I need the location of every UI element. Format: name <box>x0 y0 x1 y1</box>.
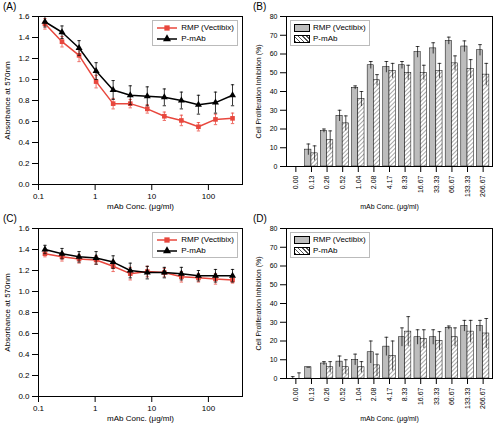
svg-text:0.2: 0.2 <box>18 371 30 380</box>
svg-text:40: 40 <box>270 300 278 307</box>
svg-text:30: 30 <box>270 318 278 325</box>
svg-text:50: 50 <box>270 281 278 288</box>
svg-text:70: 70 <box>270 243 278 250</box>
svg-text:1.6: 1.6 <box>18 224 30 233</box>
svg-text:0.8: 0.8 <box>18 308 30 317</box>
svg-text:266.67: 266.67 <box>479 387 486 409</box>
svg-text:1.4: 1.4 <box>18 33 30 42</box>
html-text:P-mAb: P-mAb <box>313 246 338 255</box>
html-text:P-mAb: P-mAb <box>313 34 338 43</box>
svg-text:Cell Proliferation Inhibition: Cell Proliferation Inhibition (%) <box>255 44 263 138</box>
svg-text:60: 60 <box>270 262 278 269</box>
svg-text:4.17: 4.17 <box>386 175 393 189</box>
svg-text:70: 70 <box>270 31 278 38</box>
svg-text:10: 10 <box>147 192 156 201</box>
svg-text:80: 80 <box>270 13 278 20</box>
svg-text:0.26: 0.26 <box>323 387 330 401</box>
svg-text:1.04: 1.04 <box>355 175 362 189</box>
svg-text:16.67: 16.67 <box>417 175 424 193</box>
html-text:P-mAb: P-mAb <box>181 34 206 43</box>
svg-text:10: 10 <box>270 356 278 363</box>
svg-text:33.33: 33.33 <box>433 175 440 193</box>
svg-text:2.08: 2.08 <box>370 387 377 401</box>
svg-text:0.52: 0.52 <box>339 387 346 401</box>
svg-text:2.08: 2.08 <box>370 175 377 189</box>
svg-text:1.6: 1.6 <box>18 12 30 21</box>
svg-text:20: 20 <box>270 337 278 344</box>
html-text:(C): (C) <box>3 213 17 224</box>
svg-text:266.67: 266.67 <box>479 175 486 197</box>
svg-text:0.1: 0.1 <box>33 192 45 201</box>
svg-text:10: 10 <box>270 144 278 151</box>
html-text:(D): (D) <box>253 213 267 224</box>
svg-text:0.00: 0.00 <box>292 387 299 401</box>
svg-text:0: 0 <box>274 163 278 170</box>
html-text:RMP (Vectibix): RMP (Vectibix) <box>313 235 366 244</box>
svg-text:80: 80 <box>270 225 278 232</box>
svg-text:50: 50 <box>270 69 278 76</box>
svg-text:0.26: 0.26 <box>323 175 330 189</box>
svg-text:Cell Proliferation Inhibition: Cell Proliferation Inhibition (%) <box>255 256 263 350</box>
svg-text:0: 0 <box>274 375 278 382</box>
svg-text:100: 100 <box>202 404 216 413</box>
svg-text:0.0: 0.0 <box>18 180 30 189</box>
html-text:RMP (Vectibix): RMP (Vectibix) <box>181 235 234 244</box>
html-text:RMP (Vectibix): RMP (Vectibix) <box>313 23 366 32</box>
svg-text:66.67: 66.67 <box>448 387 455 405</box>
svg-text:1.04: 1.04 <box>355 387 362 401</box>
svg-text:mAb Conc. (μg/ml): mAb Conc. (μg/ml) <box>107 414 174 423</box>
svg-text:0.8: 0.8 <box>18 96 30 105</box>
svg-text:100: 100 <box>202 192 216 201</box>
svg-text:0.4: 0.4 <box>18 138 30 147</box>
svg-text:10: 10 <box>147 404 156 413</box>
html-text:(B): (B) <box>253 1 267 12</box>
html-text:P-mAb: P-mAb <box>181 246 206 255</box>
svg-text:mAb Conc. (μg/ml): mAb Conc. (μg/ml) <box>360 415 419 423</box>
svg-text:8.33: 8.33 <box>401 175 408 189</box>
svg-text:1.2: 1.2 <box>18 266 30 275</box>
svg-text:1: 1 <box>93 404 98 413</box>
svg-text:1.0: 1.0 <box>18 287 30 296</box>
svg-text:0.52: 0.52 <box>339 175 346 189</box>
html-text:RMP (Vectibix): RMP (Vectibix) <box>181 23 234 32</box>
svg-text:1: 1 <box>93 192 98 201</box>
svg-text:4.17: 4.17 <box>386 387 393 401</box>
svg-text:133.33: 133.33 <box>464 175 471 197</box>
svg-text:mAb Conc. (μg/ml): mAb Conc. (μg/ml) <box>107 202 174 211</box>
svg-text:0.13: 0.13 <box>308 387 315 401</box>
svg-text:66.67: 66.67 <box>448 175 455 193</box>
svg-text:33.33: 33.33 <box>433 387 440 405</box>
svg-text:0.1: 0.1 <box>33 404 45 413</box>
svg-text:60: 60 <box>270 50 278 57</box>
svg-text:16.67: 16.67 <box>417 387 424 405</box>
svg-text:1.0: 1.0 <box>18 75 30 84</box>
svg-text:0.13: 0.13 <box>308 175 315 189</box>
svg-text:0.6: 0.6 <box>18 329 30 338</box>
svg-text:0.00: 0.00 <box>292 175 299 189</box>
svg-text:30: 30 <box>270 106 278 113</box>
svg-text:0.2: 0.2 <box>18 159 30 168</box>
svg-text:1.4: 1.4 <box>18 245 30 254</box>
svg-text:Absorbance at 570nm: Absorbance at 570nm <box>3 61 12 140</box>
svg-text:1.2: 1.2 <box>18 54 30 63</box>
svg-text:8.33: 8.33 <box>401 387 408 401</box>
svg-text:0.6: 0.6 <box>18 117 30 126</box>
svg-text:mAb Conc. (μg/ml): mAb Conc. (μg/ml) <box>360 203 419 211</box>
svg-text:0.0: 0.0 <box>18 392 30 401</box>
svg-text:40: 40 <box>270 88 278 95</box>
html-text:(A): (A) <box>3 1 17 12</box>
svg-text:Absorbance at 570nm: Absorbance at 570nm <box>3 273 12 352</box>
svg-text:133.33: 133.33 <box>464 387 471 409</box>
svg-text:20: 20 <box>270 125 278 132</box>
svg-text:0.4: 0.4 <box>18 350 30 359</box>
